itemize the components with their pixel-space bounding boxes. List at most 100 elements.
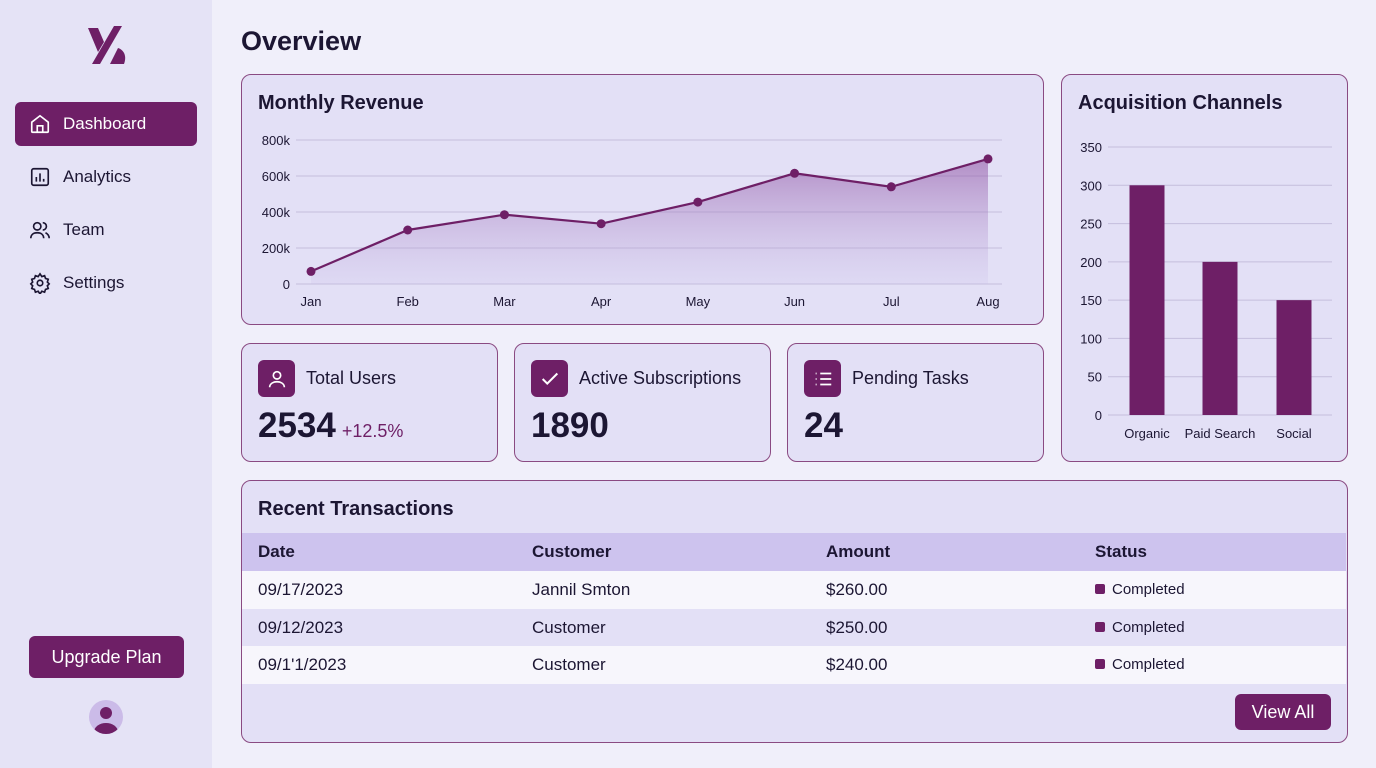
status-text: Completed [1112, 618, 1185, 636]
check-icon [531, 360, 568, 397]
status-badge: Completed [1095, 619, 1185, 636]
table-row[interactable]: 09/12/2023 Customer $250.00 Completed [242, 608, 1346, 646]
home-icon [30, 114, 50, 134]
status-badge: Completed [1095, 581, 1185, 598]
x-tick-label: Apr [591, 294, 612, 309]
column-header-customer[interactable]: Customer [532, 542, 612, 561]
sidebar-item-label: Analytics [63, 167, 132, 186]
stat-card-pending-tasks: Pending Tasks 24 [787, 343, 1044, 462]
list-icon [804, 360, 841, 397]
acquisition-chart: 0 50 100 150 200 250 300 350 Organic Paid Search S… [1080, 140, 1332, 441]
stat-value: 24 [804, 406, 843, 445]
table-cell: Customer [532, 655, 606, 674]
table-cell: $250.00 [826, 617, 888, 637]
y-tick-label: 350 [1080, 140, 1102, 155]
y-tick-label: 200 [1080, 255, 1102, 270]
stat-label: Active Subscriptions [579, 368, 742, 388]
table-cell: $240.00 [826, 655, 888, 674]
data-point [983, 154, 993, 164]
data-point [596, 219, 606, 229]
x-tick-label: Social [1276, 426, 1312, 441]
card-title: Acquisition Channels [1078, 92, 1283, 114]
x-tick-label: Jul [883, 294, 900, 309]
upgrade-plan-button[interactable]: Upgrade Plan [29, 636, 184, 678]
x-tick-label: Aug [976, 294, 999, 309]
stat-value: 1890 [531, 406, 609, 445]
stat-card-active-subscriptions: Active Subscriptions 1890 [514, 343, 771, 462]
y-tick-label: 600k [262, 169, 291, 184]
table-cell: $260.00 [826, 580, 888, 599]
x-tick-label: Feb [397, 294, 419, 309]
avatar[interactable] [89, 700, 123, 734]
y-tick-label: 0 [283, 277, 290, 292]
y-tick-label: 150 [1080, 293, 1102, 308]
table-cell: Jannil Smton [532, 580, 631, 599]
status-text: Completed [1112, 656, 1185, 673]
gear-icon [29, 272, 51, 294]
column-header-status[interactable]: Status [1095, 542, 1147, 561]
status-dot-icon [1095, 659, 1105, 669]
card-title: Monthly Revenue [258, 92, 424, 114]
y-tick-label: 800k [262, 133, 291, 148]
page-title: Overview [241, 26, 362, 56]
sidebar-item-analytics[interactable]: Analytics [15, 155, 197, 199]
acquisition-channels-card: Acquisition Channels 0 50 100 150 200 250 300 3… [1061, 74, 1348, 462]
data-point [886, 182, 896, 192]
y-tick-label: 200k [262, 241, 291, 256]
table-row[interactable]: 09/17/2023 Jannil Smton $260.00 Completed [242, 571, 1346, 609]
table-row[interactable]: 09/1'1/2023 Customer $240.00 Completed [242, 646, 1346, 684]
stat-card-total-users: Total Users 2534 +12.5% [241, 343, 498, 462]
y-tick-label: 100 [1080, 331, 1102, 346]
stat-value: 2534 +12.5% [258, 406, 403, 446]
revenue-chart: 0 200k 400k 600k 800k Jan Feb Mar Apr May Jun Jul Au… [262, 133, 1002, 309]
bar [1276, 300, 1312, 415]
sidebar-item-settings[interactable]: Settings [15, 261, 197, 305]
data-point [790, 168, 800, 178]
status-badge: Completed [1095, 656, 1185, 673]
x-tick-label: Jan [301, 294, 322, 309]
sidebar-item-dashboard[interactable]: Dashboard [15, 102, 197, 146]
x-tick-label: Mar [493, 294, 516, 309]
y-tick-label: 50 [1088, 370, 1102, 385]
sidebar-item-label: Dashboard [63, 114, 147, 133]
user-icon [94, 707, 118, 734]
stat-change: +12.5% [341, 421, 404, 441]
user-icon [258, 360, 295, 397]
x-tick-label: Organic [1124, 426, 1170, 441]
table-cell: 09/17/2023 [258, 580, 344, 599]
bar [1202, 261, 1238, 415]
status-dot-icon [1095, 584, 1105, 594]
data-point [499, 210, 509, 220]
status-text: Completed [1112, 581, 1185, 598]
users-icon [30, 221, 50, 239]
view-all-button[interactable]: View All [1235, 694, 1331, 730]
y-tick-label: 300 [1080, 178, 1102, 193]
bar [1129, 185, 1165, 415]
y-tick-label: 250 [1080, 217, 1102, 232]
stat-label: Total Users [306, 368, 397, 388]
stat-label: Pending Tasks [852, 368, 969, 388]
revenue-area [311, 158, 988, 284]
logo-icon [88, 26, 126, 64]
data-point [306, 266, 316, 276]
table-cell: 09/12/2023 [258, 617, 344, 637]
sidebar-item-label: Settings [63, 273, 125, 292]
sidebar-item-team[interactable]: Team [15, 208, 197, 252]
recent-transactions-card: Recent Transactions Date Customer Amount… [241, 480, 1348, 743]
stat-number: 2534 [258, 406, 336, 445]
card-title: Recent Transactions [258, 498, 454, 520]
sidebar-item-label: Team [63, 220, 105, 239]
data-point [693, 197, 703, 207]
monthly-revenue-card: Monthly Revenue 0 200k 400k 600k 800k Jan Feb M… [241, 74, 1044, 325]
y-tick-label: 0 [1095, 408, 1102, 423]
x-tick-label: Paid Search [1185, 426, 1256, 441]
table-header: Date Customer Amount Status [242, 533, 1346, 571]
revenue-line [310, 157, 989, 273]
column-header-amount[interactable]: Amount [826, 542, 891, 561]
column-header-date[interactable]: Date [258, 542, 295, 561]
table-cell: Customer [532, 617, 606, 637]
data-point [403, 225, 413, 235]
table-cell: 09/1'1/2023 [258, 655, 347, 674]
y-tick-label: 400k [262, 205, 291, 220]
chart-icon [30, 167, 50, 187]
